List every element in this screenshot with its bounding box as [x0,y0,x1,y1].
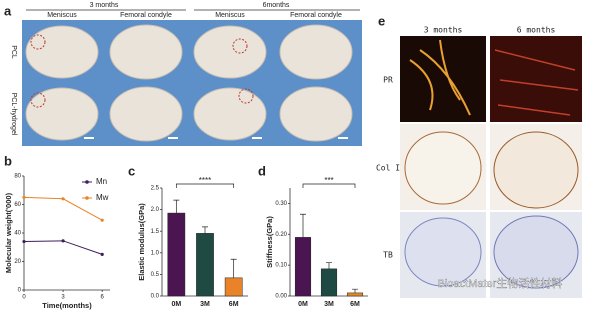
specimen [193,25,267,79]
column-header: Femoral condyle [290,12,342,19]
section [493,131,579,209]
point [100,218,104,222]
point [100,252,104,256]
time-header: 6months [263,2,290,9]
panel-e-images [400,36,582,298]
row-label: TB [383,251,393,260]
y-tick-label: 0.5 [151,272,160,278]
x-tick-label: 0M [298,301,308,308]
y-tick-label: 0.00 [275,294,287,300]
y-tick-label: 60 [14,202,21,208]
panel-label: b [4,153,12,168]
bar [224,277,243,297]
series-line [23,240,103,255]
legend-label: Mn [96,177,107,186]
legend-marker [85,180,89,184]
y-tick-label: 20 [14,259,21,265]
y-tick-label: 80 [14,174,21,180]
error-bar [230,258,237,278]
section [404,217,482,287]
legend-label: Mw [96,193,109,202]
panel-label: c [128,163,135,178]
y-tick-label: 0.30 [275,201,287,207]
x-tick-label: 3M [324,301,334,308]
specimen [25,25,99,79]
error-bar [300,213,306,238]
legend-marker [85,196,89,200]
y-tick-label: 0.0 [151,294,160,300]
significance-label: *** [324,176,333,185]
x-tick-label: 0 [22,295,26,301]
section [404,131,482,205]
bar [167,212,186,297]
column-header: 3 months [424,26,463,35]
column-header: Meniscus [215,12,245,19]
error-bar [326,262,332,269]
panel-a-photos [22,9,362,146]
x-tick-label: 6M [350,301,360,308]
point [61,197,65,201]
fibers [409,39,471,116]
section [493,215,579,289]
watermark: BioactMater生物活性材料 [438,276,563,290]
y-tick-label: 1.5 [151,229,160,235]
image-pr [400,36,486,122]
y-axis-label: Stiffness(GPa) [265,216,274,268]
specimen [109,24,183,80]
bar [196,233,214,297]
panel-label: d [258,163,266,178]
x-tick-label: 6M [229,301,239,308]
time-header: 3 months [90,2,119,9]
point [22,195,26,199]
point [61,239,65,243]
y-axis-label: Elastic modulus(GPa) [137,203,146,281]
error-bar [173,199,180,214]
column-header: Femoral condyle [120,12,172,19]
specimen [279,24,353,80]
y-tick-label: 0 [18,288,22,294]
significance-bracket [302,183,356,188]
y-tick-label: 0.10 [275,263,287,269]
x-tick-label: 6 [101,295,105,301]
significance-bracket [175,183,235,188]
bar [346,292,364,297]
column-header: 6 months [517,26,556,35]
y-axis-label: Molecular weight('000) [4,192,13,273]
bar [294,237,312,297]
x-tick-label: 3 [61,295,65,301]
y-tick-label: 40 [14,231,21,237]
defect-circle [30,92,46,108]
x-tick-label: 3M [200,301,210,308]
series-line [23,196,103,221]
row-label: PCL-hydrogel [10,93,17,136]
image-pr [490,36,582,122]
fibers [494,49,579,116]
x-axis-label: Time(months) [42,301,92,310]
point [22,239,26,244]
row-label: Col I [376,164,400,173]
specimen [109,86,183,142]
bar [320,268,338,297]
error-bar [352,288,358,293]
x-tick-label: 0M [171,301,181,308]
defect-circle [232,38,248,54]
y-tick-label: 0.20 [275,232,287,238]
panel-label: e [378,13,385,28]
column-header: Meniscus [47,12,77,19]
y-tick-label: 1.0 [151,250,160,256]
error-bar [202,226,208,234]
defect-circle [238,88,254,104]
row-label: PCL [10,45,17,59]
y-tick-label: 2.0 [151,207,160,213]
y-tick-label: 2.5 [151,186,160,192]
significance-label: **** [199,176,211,185]
specimen [25,87,99,141]
defect-circle [30,34,46,50]
specimen [279,86,353,142]
row-label: PR [383,76,393,85]
specimen [193,87,267,141]
panel-label: a [4,3,12,18]
